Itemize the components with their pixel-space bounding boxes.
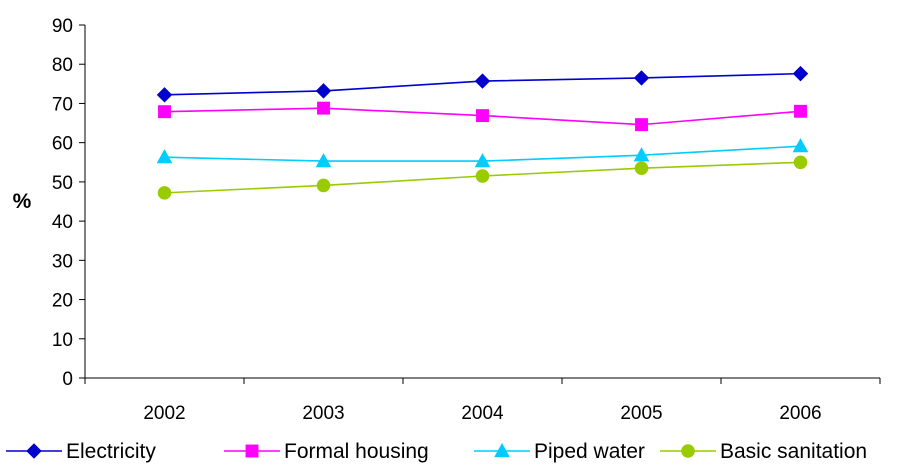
series-formal-housing — [158, 101, 807, 132]
legend-item: Electricity — [6, 440, 156, 463]
data-point — [156, 149, 173, 164]
data-point — [156, 87, 173, 103]
data-point — [793, 155, 808, 170]
y-tick-label: 50 — [52, 173, 73, 194]
data-point — [158, 105, 171, 119]
legend-item: Formal housing — [224, 440, 429, 463]
y-tick-label: 20 — [52, 291, 73, 312]
data-point — [792, 65, 809, 82]
data-point — [794, 104, 807, 118]
axes: 0 10 20 30 40 50 60 70 80 90 2002 2003 2004 2005 2006 — [52, 16, 881, 424]
data-point — [315, 83, 332, 99]
legend-label: Basic sanitation — [720, 440, 867, 463]
x-tick-label: 2005 — [620, 403, 662, 424]
data-point — [475, 169, 490, 183]
legend-item: Basic sanitation — [660, 440, 867, 463]
x-tick-label: 2006 — [779, 403, 821, 424]
data-point — [474, 153, 491, 168]
y-tick-label: 0 — [62, 369, 73, 390]
legend-item: Piped water — [474, 440, 645, 463]
y-tick-label: 60 — [52, 134, 73, 155]
y-tick-label: 30 — [52, 251, 73, 272]
y-tick-label: 70 — [52, 94, 73, 115]
series-electricity — [156, 65, 809, 103]
y-tick-label: 90 — [52, 16, 73, 37]
data-point — [157, 186, 172, 200]
legend-marker — [245, 444, 259, 458]
data-point — [316, 178, 331, 193]
data-point — [474, 73, 491, 89]
data-point — [633, 147, 650, 162]
data-point — [792, 138, 809, 153]
legend-label: Formal housing — [284, 440, 429, 463]
legend-label: Electricity — [66, 440, 156, 463]
x-tick-label: 2004 — [461, 403, 504, 424]
data-point — [633, 70, 650, 86]
legend: Electricity Formal housing Piped water Basi… — [6, 440, 867, 463]
legend-marker — [494, 442, 510, 458]
series-piped-water — [156, 138, 809, 168]
data-point — [315, 153, 332, 168]
x-tick-label: 2003 — [302, 403, 344, 424]
y-axis-title: % — [13, 190, 32, 213]
legend-marker — [26, 443, 42, 459]
series-layer — [156, 65, 809, 200]
y-tick-label: 80 — [52, 55, 73, 76]
legend-marker — [681, 444, 695, 458]
y-tick-label: 40 — [52, 212, 73, 233]
y-tick-label: 10 — [52, 330, 73, 351]
data-point — [476, 109, 489, 123]
data-point — [634, 161, 649, 175]
x-tick-label: 2002 — [143, 403, 185, 424]
data-point — [317, 101, 330, 115]
series-basic-sanitation — [157, 155, 808, 200]
legend-label: Piped water — [534, 440, 645, 463]
data-point — [635, 118, 648, 132]
